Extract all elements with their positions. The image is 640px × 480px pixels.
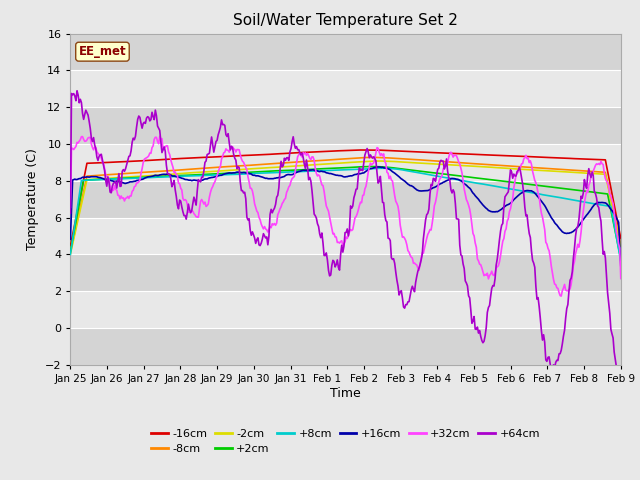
Bar [70,144,621,181]
Bar [70,71,621,107]
X-axis label: Time: Time [330,386,361,400]
Text: EE_met: EE_met [79,45,126,58]
Bar [70,328,621,365]
Bar [70,254,621,291]
Bar [70,107,621,144]
Bar [70,217,621,254]
Bar [70,291,621,328]
Y-axis label: Temperature (C): Temperature (C) [26,148,39,250]
Bar [70,181,621,217]
Title: Soil/Water Temperature Set 2: Soil/Water Temperature Set 2 [233,13,458,28]
Legend: -16cm, -8cm, -2cm, +2cm, +8cm, +16cm, +32cm, +64cm: -16cm, -8cm, -2cm, +2cm, +8cm, +16cm, +3… [147,424,545,458]
Bar [70,34,621,71]
